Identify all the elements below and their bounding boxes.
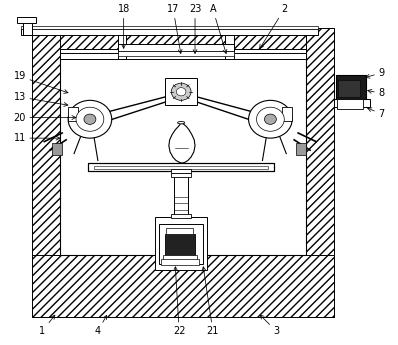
Ellipse shape bbox=[178, 121, 185, 124]
Bar bbox=[337, 99, 363, 109]
Bar bbox=[52, 143, 62, 155]
Bar bbox=[163, 255, 197, 260]
Bar bbox=[118, 28, 127, 59]
Text: 3: 3 bbox=[260, 315, 279, 336]
Bar bbox=[155, 217, 207, 270]
Text: 13: 13 bbox=[14, 92, 68, 106]
Circle shape bbox=[76, 107, 104, 131]
Bar bbox=[336, 75, 366, 99]
Bar bbox=[171, 214, 191, 218]
Text: 23: 23 bbox=[189, 4, 201, 53]
Bar bbox=[296, 143, 306, 155]
Text: 21: 21 bbox=[202, 267, 219, 336]
Bar bbox=[32, 28, 60, 317]
Bar bbox=[68, 107, 78, 121]
Bar bbox=[60, 52, 306, 255]
Bar bbox=[118, 51, 234, 56]
Bar bbox=[60, 53, 306, 59]
Bar bbox=[118, 45, 234, 50]
Bar bbox=[338, 80, 360, 97]
Bar bbox=[88, 163, 274, 171]
Bar bbox=[60, 52, 306, 54]
Bar bbox=[166, 228, 193, 234]
Bar bbox=[88, 163, 274, 171]
Text: 9: 9 bbox=[366, 68, 384, 78]
Bar bbox=[161, 259, 199, 265]
Circle shape bbox=[256, 107, 284, 131]
Bar bbox=[32, 28, 334, 52]
Text: 1: 1 bbox=[39, 315, 55, 336]
Circle shape bbox=[249, 100, 292, 138]
Text: 22: 22 bbox=[173, 267, 185, 336]
Bar bbox=[21, 29, 318, 35]
Circle shape bbox=[171, 83, 191, 100]
Text: 17: 17 bbox=[167, 4, 182, 53]
Bar bbox=[171, 169, 191, 172]
Text: 19: 19 bbox=[14, 71, 68, 93]
Text: 7: 7 bbox=[368, 108, 384, 119]
Circle shape bbox=[68, 100, 112, 138]
Bar bbox=[21, 26, 318, 29]
Text: 2: 2 bbox=[259, 4, 287, 49]
Text: A: A bbox=[210, 4, 227, 53]
Bar bbox=[165, 234, 195, 257]
Circle shape bbox=[84, 114, 96, 125]
Text: 20: 20 bbox=[14, 112, 76, 122]
Text: 4: 4 bbox=[95, 315, 107, 336]
Text: 11: 11 bbox=[14, 133, 60, 143]
Circle shape bbox=[176, 88, 186, 96]
Bar bbox=[174, 170, 188, 215]
Bar bbox=[159, 224, 203, 264]
Text: 18: 18 bbox=[117, 4, 130, 48]
Bar bbox=[32, 255, 334, 317]
Bar bbox=[165, 78, 197, 106]
Bar bbox=[225, 28, 234, 59]
Bar bbox=[334, 99, 369, 107]
Circle shape bbox=[264, 114, 276, 125]
Bar bbox=[17, 17, 36, 23]
Bar bbox=[88, 163, 274, 171]
Bar bbox=[306, 28, 334, 317]
Bar bbox=[171, 172, 191, 177]
Bar bbox=[23, 18, 32, 35]
Bar bbox=[282, 107, 292, 121]
Polygon shape bbox=[169, 123, 195, 163]
Bar bbox=[60, 49, 306, 54]
Text: 8: 8 bbox=[368, 88, 384, 98]
Bar bbox=[94, 166, 268, 169]
